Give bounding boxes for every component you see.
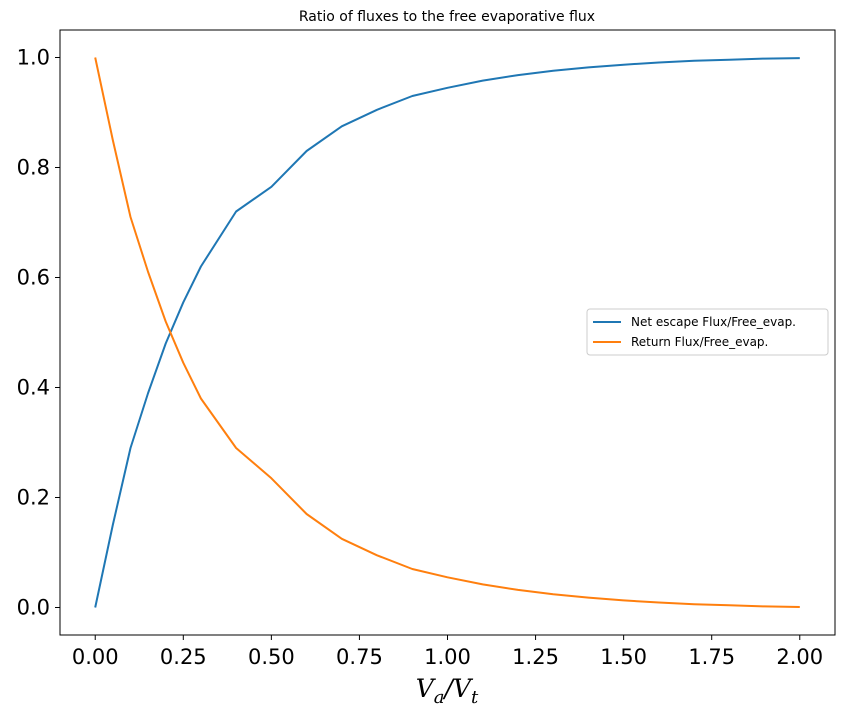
x-tick-label: 0.75 [336,645,383,669]
y-tick-label: 0.2 [17,486,50,510]
x-axis-label: Va/Vt [416,674,479,708]
x-tick-label: 0.00 [72,645,119,669]
y-tick-label: 0.8 [17,156,50,180]
y-tick-label: 1.0 [17,46,50,70]
x-tick-label: 1.75 [688,645,735,669]
series-line-net-escape [94,57,800,608]
y-tick-label: 0.0 [17,596,50,620]
x-tick-label: 2.00 [776,645,823,669]
series-line-return [94,57,800,608]
y-tick-label: 0.6 [17,266,50,290]
x-tick-label: 0.25 [160,645,207,669]
x-tick-label: 1.50 [600,645,647,669]
y-tick-label: 0.4 [17,376,50,400]
x-tick-label: 1.00 [424,645,471,669]
x-tick-label: 1.25 [512,645,559,669]
y-axis: 0.0 0.2 0.4 0.6 0.8 1.0 [17,46,60,620]
x-tick-label: 0.50 [248,645,295,669]
series-lines [94,57,800,608]
legend-label-return: Return Flux/Free_evap. [631,335,768,349]
x-axis: 0.00 0.25 0.50 0.75 1.00 1.25 1.50 1.75 2.00 [72,635,823,669]
chart-title: Ratio of fluxes to the free evaporative … [299,9,595,25]
legend-box [586,308,829,356]
legend-label-net-escape: Net escape Flux/Free_evap. [631,315,796,329]
legend: Net escape Flux/Free_evap. Return Flux/F… [586,308,829,356]
